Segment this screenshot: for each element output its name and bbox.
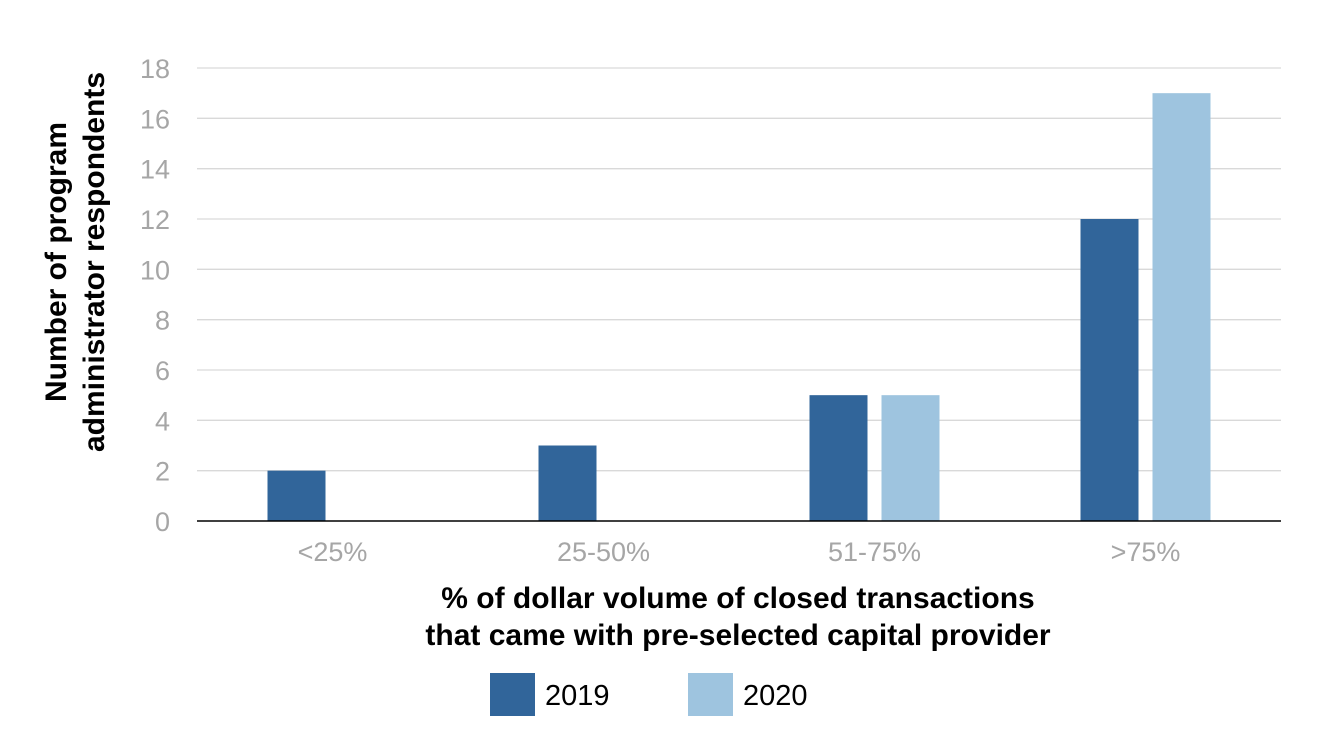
bar-2019 xyxy=(1080,219,1139,521)
y-tick-label: 16 xyxy=(140,104,170,134)
bar-2020 xyxy=(881,395,940,521)
gridlines xyxy=(197,67,1281,472)
y-tick-label: 6 xyxy=(155,356,170,386)
x-axis-title-line-1: % of dollar volume of closed transaction… xyxy=(441,582,1034,615)
bar-2019 xyxy=(267,470,326,521)
bars xyxy=(267,93,1211,522)
bar-2020 xyxy=(1152,93,1211,522)
y-tick-label: 10 xyxy=(140,255,170,285)
legend-label-2020: 2020 xyxy=(743,680,808,712)
x-tick-label: 25-50% xyxy=(557,537,650,567)
y-tick-label: 2 xyxy=(155,457,170,487)
y-axis-ticks: 0 2 4 6 8 10 12 14 16 18 xyxy=(140,54,170,537)
legend-swatch-2020 xyxy=(688,673,733,716)
x-axis-ticks: <25% 25-50% 51-75% >75% xyxy=(298,537,1181,567)
y-tick-label: 14 xyxy=(140,155,170,185)
x-tick-label: 51-75% xyxy=(828,537,921,567)
legend-label-2019: 2019 xyxy=(545,680,610,712)
x-tick-label: >75% xyxy=(1111,537,1181,567)
legend: 2019 2020 xyxy=(490,673,808,716)
y-tick-label: 18 xyxy=(140,54,170,84)
x-tick-label: <25% xyxy=(298,537,368,567)
y-tick-label: 12 xyxy=(140,205,170,235)
bar-2019 xyxy=(538,445,597,521)
y-tick-label: 4 xyxy=(155,406,170,436)
legend-swatch-2019 xyxy=(490,673,535,716)
y-tick-label: 8 xyxy=(155,306,170,336)
bar-2019 xyxy=(809,395,868,521)
y-tick-label: 0 xyxy=(155,507,170,537)
y-axis-title-line-2: administrator respondents xyxy=(78,72,111,452)
x-axis-title-line-2: that came with pre-selected capital prov… xyxy=(425,619,1051,652)
y-axis-title-line-1: Number of program xyxy=(40,122,73,402)
